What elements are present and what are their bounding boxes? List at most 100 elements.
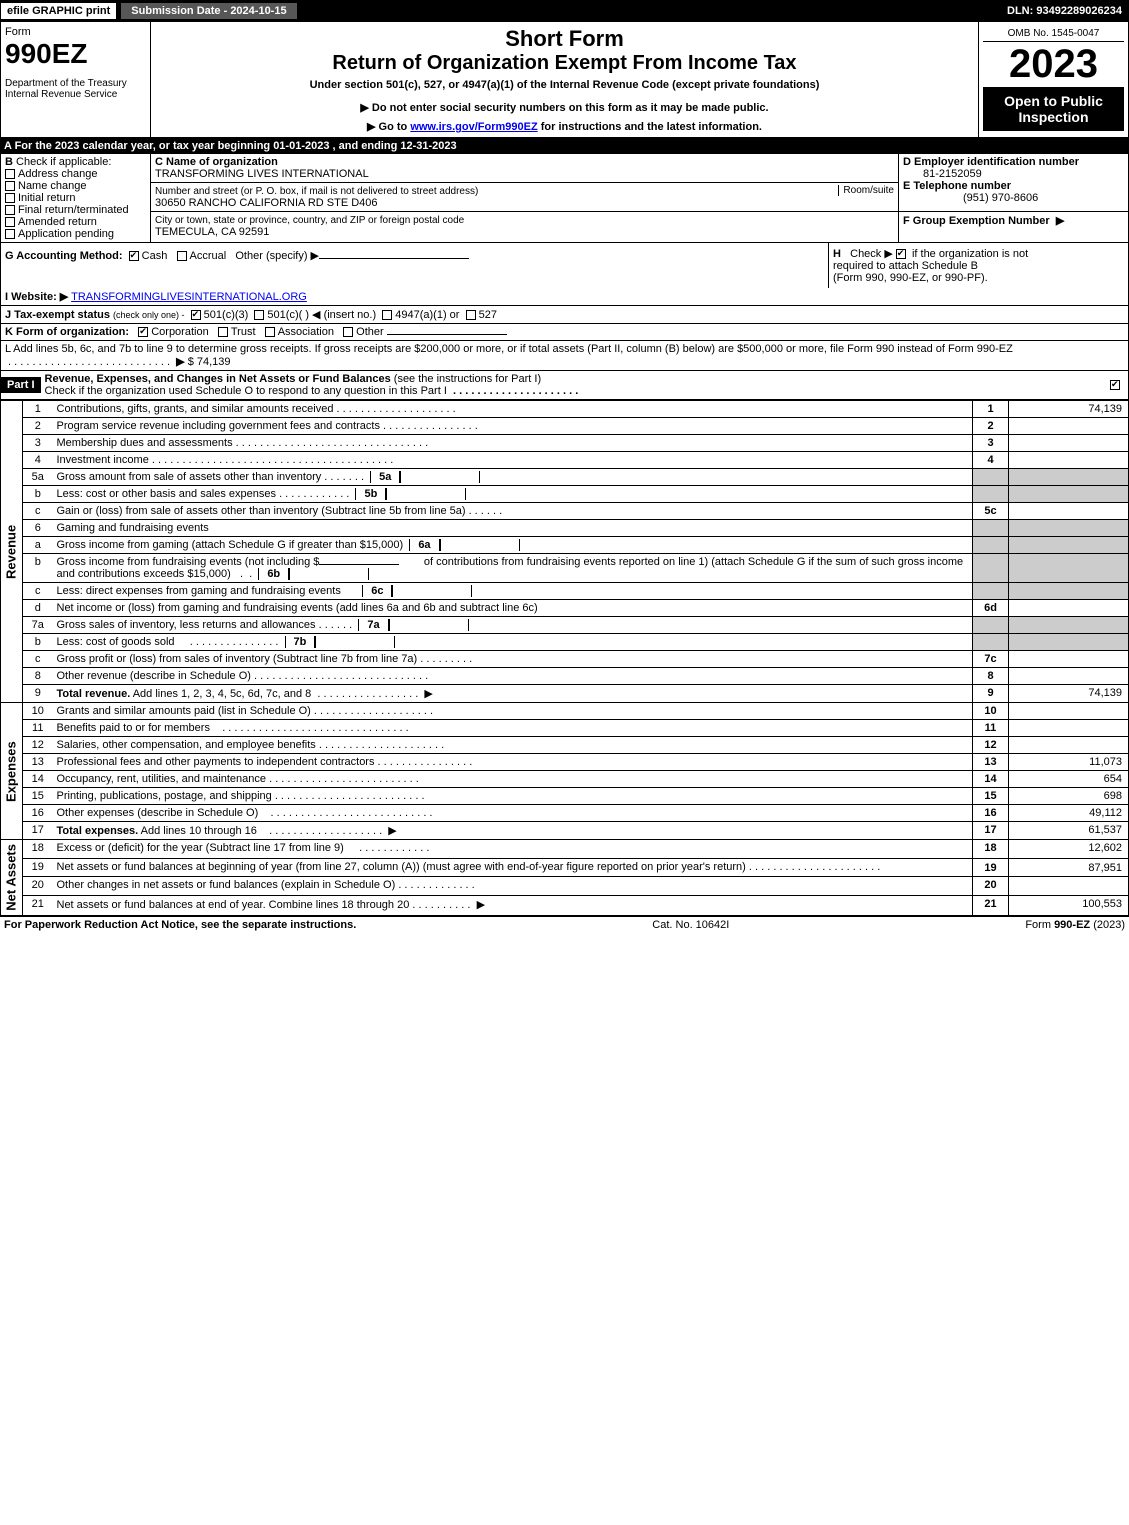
tax-year: 2023 [983,42,1124,87]
checkbox-initial-return[interactable] [5,193,15,203]
checkbox-amended-return[interactable] [5,217,15,227]
section-c-street: Number and street (or P. O. box, if mail… [151,183,899,212]
l6a-text: Gross income from gaming (attach Schedul… [53,537,973,554]
j-label: J Tax-exempt status [5,309,110,321]
l-amount: $ 74,139 [188,356,231,368]
l20-amt [1009,877,1129,896]
checkbox-accrual[interactable] [177,251,187,261]
l4-num: 4 [23,452,53,469]
title-short: Short Form [155,26,974,52]
efile-label[interactable]: efile GRAPHIC print [1,3,116,19]
checkbox-other-org[interactable] [343,327,353,337]
f-label: F Group Exemption Number [903,215,1050,227]
l18-text: Excess or (deficit) for the year (Subtra… [53,840,973,859]
section-k: K Form of organization: Corporation Trus… [0,324,1129,341]
checkbox-association[interactable] [265,327,275,337]
l17-amt: 61,537 [1009,822,1129,840]
header-left: Form 990EZ Department of the Treasury In… [1,22,151,137]
l14-text: Occupancy, rent, utilities, and maintena… [53,771,973,788]
l6b-box-shaded [973,554,1009,583]
l7c-box: 7c [973,651,1009,668]
l4-amt [1009,452,1129,469]
footer-right: Form 990-EZ (2023) [1025,919,1125,931]
checkbox-schedule-o[interactable] [1110,380,1120,390]
l17-text: Total expenses. Add lines 10 through 16 … [53,822,973,840]
l9-box: 9 [973,685,1009,703]
l5b-box-shaded [973,486,1009,503]
part1-title-note: (see the instructions for Part I) [394,373,541,385]
dept-irs: Internal Revenue Service [5,89,146,100]
l9-text: Total revenue. Add lines 1, 2, 3, 4, 5c,… [53,685,973,703]
l7b-num: b [23,634,53,651]
l6-box-shaded [973,520,1009,537]
footer-mid: Cat. No. 10642I [652,919,729,931]
l11-amt [1009,720,1129,737]
l18-num: 18 [23,840,53,859]
l16-text: Other expenses (describe in Schedule O) … [53,805,973,822]
note2-post: for instructions and the latest informat… [538,121,762,133]
l15-box: 15 [973,788,1009,805]
l11-box: 11 [973,720,1009,737]
checkbox-501c[interactable] [254,310,264,320]
phone-value: (951) 970-8606 [903,192,1038,204]
l6c-amt-shaded [1009,583,1129,600]
k-corp: Corporation [151,326,208,338]
street-label: Number and street (or P. O. box, if mail… [155,186,478,197]
l16-num: 16 [23,805,53,822]
l6a-num: a [23,537,53,554]
checkbox-527[interactable] [466,310,476,320]
l6-amt-shaded [1009,520,1129,537]
l19-num: 19 [23,858,53,877]
l2-amt [1009,418,1129,435]
website-link[interactable]: TRANSFORMINGLIVESINTERNATIONAL.ORG [71,291,307,303]
opt-final: Final return/terminated [18,204,129,216]
l5a-text: Gross amount from sale of assets other t… [53,469,973,486]
l10-amt [1009,703,1129,720]
checkbox-trust[interactable] [218,327,228,337]
checkbox-501c3[interactable] [191,310,201,320]
l5b-text: Less: cost or other basis and sales expe… [53,486,973,503]
h-text1: Check ▶ [850,248,893,260]
checkbox-name-change[interactable] [5,181,15,191]
l7c-num: c [23,651,53,668]
section-c-name: C Name of organization TRANSFORMING LIVE… [151,154,899,183]
l19-text: Net assets or fund balances at beginning… [53,858,973,877]
note2-pre: ▶ Go to [367,121,410,133]
top-bar: efile GRAPHIC print Submission Date - 20… [0,0,1129,22]
l6-num: 6 [23,520,53,537]
section-a: A For the 2023 calendar year, or tax yea… [0,138,1129,154]
c-name-label: C Name of organization [155,156,278,168]
checkbox-address-change[interactable] [5,169,15,179]
opt-amended: Amended return [18,216,97,228]
section-d-e: D Employer identification number 81-2152… [899,154,1129,212]
open-inspection: Open to Public Inspection [983,87,1124,131]
checkbox-application-pending[interactable] [5,229,15,239]
checkbox-corporation[interactable] [138,327,148,337]
dln-label: DLN: 93492289026234 [1001,3,1128,19]
g-other: Other (specify) ▶ [235,250,319,262]
checkbox-final-return[interactable] [5,205,15,215]
j-opt2: 501(c)( ) [267,309,309,321]
checkbox-cash[interactable] [129,251,139,261]
l6d-box: 6d [973,600,1009,617]
checkbox-schedule-b[interactable] [896,249,906,259]
opt-initial: Initial return [18,192,75,204]
l21-text: Net assets or fund balances at end of ye… [53,895,973,915]
l7b-box-shaded [973,634,1009,651]
l6d-amt [1009,600,1129,617]
checkbox-4947[interactable] [382,310,392,320]
irs-link[interactable]: www.irs.gov/Form990EZ [410,121,537,133]
f-arrow: ▶ [1056,215,1064,227]
l21-box: 21 [973,895,1009,915]
l14-box: 14 [973,771,1009,788]
h-label: H [833,248,841,260]
k-other: Other [356,326,384,338]
h-text2: if the organization is not [912,248,1028,260]
l3-amt [1009,435,1129,452]
opt-name: Name change [18,180,87,192]
l7b-text: Less: cost of goods sold . . . . . . . .… [53,634,973,651]
l7a-num: 7a [23,617,53,634]
l6a-amt-shaded [1009,537,1129,554]
l6b-amt-shaded [1009,554,1129,583]
submission-date: Submission Date - 2024-10-15 [120,2,297,20]
